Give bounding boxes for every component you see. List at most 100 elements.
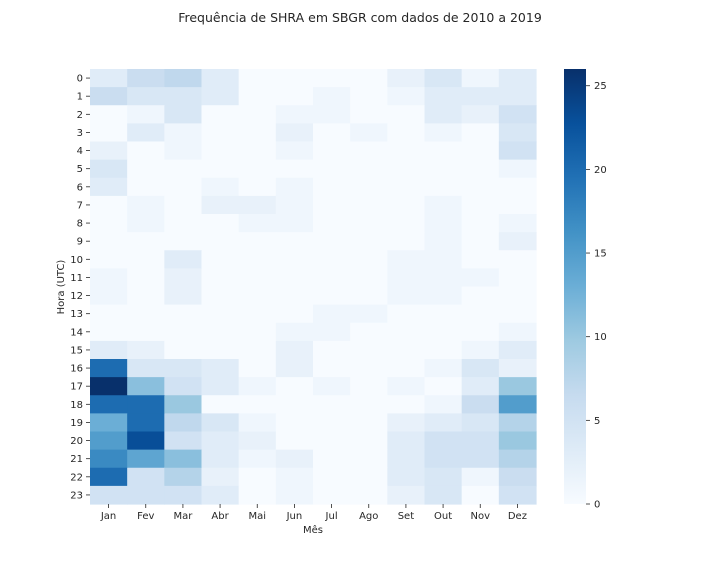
heatmap-cell (201, 69, 240, 88)
heatmap-cell (238, 286, 277, 306)
heatmap-cell (498, 87, 537, 106)
heatmap-cell (201, 485, 240, 505)
heatmap-cell (127, 340, 165, 360)
heatmap-cell (201, 250, 240, 269)
heatmap-cell (238, 69, 277, 88)
heatmap-cell (275, 195, 314, 215)
heatmap-cell (164, 286, 203, 306)
heatmap-cell (238, 87, 277, 106)
heatmap-cell (461, 159, 500, 179)
heatmap-cell (90, 286, 128, 306)
heatmap-cell (424, 322, 463, 342)
heatmap-cell (387, 431, 426, 451)
colorbar-tick-label: 15 (594, 249, 607, 260)
heatmap-cell (238, 467, 277, 487)
x-tick-label: Jun (286, 511, 303, 522)
heatmap-cell (313, 69, 351, 88)
heatmap-cell (313, 232, 351, 251)
heatmap-cell (275, 340, 314, 360)
heatmap-cell (164, 105, 203, 124)
heatmap-cell (127, 69, 165, 88)
heatmap-cell (127, 141, 165, 161)
heatmap-cell (498, 214, 537, 233)
x-tick-label: Out (434, 511, 452, 522)
heatmap-cell (387, 449, 426, 469)
heatmap-cell (127, 286, 165, 306)
heatmap-cell (387, 467, 426, 487)
heatmap-cell (424, 159, 463, 179)
y-tick-label: 21 (70, 454, 83, 465)
heatmap-cell (201, 304, 240, 324)
heatmap-cell (127, 195, 165, 215)
heatmap-cell (424, 286, 463, 306)
heatmap-cell (350, 141, 388, 161)
y-tick-label: 6 (77, 182, 83, 193)
heatmap-cell (313, 159, 351, 179)
heatmap-cell (90, 159, 128, 179)
y-tick-label: 12 (70, 291, 83, 302)
heatmap-cell (275, 467, 314, 487)
heatmap-cell (275, 286, 314, 306)
heatmap-cell (350, 485, 388, 505)
heatmap-cell (238, 340, 277, 360)
heatmap-cell (275, 413, 314, 433)
heatmap-cell (498, 322, 537, 342)
heatmap-cell (498, 413, 537, 433)
y-tick-label: 8 (77, 219, 83, 230)
heatmap-cell (313, 250, 351, 269)
heatmap-cell (350, 467, 388, 487)
x-tick-label: Nov (470, 511, 490, 522)
heatmap-cell (461, 377, 500, 396)
y-tick-label: 23 (70, 490, 83, 501)
heatmap-cell (127, 413, 165, 433)
heatmap-cell (387, 395, 426, 414)
heatmap-cell (313, 214, 351, 233)
x-tick-label: Mai (248, 511, 266, 522)
heatmap-cell (238, 485, 277, 505)
x-tick-label: Dez (508, 511, 527, 522)
heatmap-cell (201, 195, 240, 215)
heatmap-cell (424, 340, 463, 360)
heatmap-cell (387, 250, 426, 269)
heatmap-cell (201, 359, 240, 378)
heatmap-cell (350, 87, 388, 106)
chart-title: Frequência de SHRA em SBGR com dados de … (178, 10, 542, 25)
heatmap-cell (350, 359, 388, 378)
heatmap-cell (90, 141, 128, 161)
heatmap-cell (461, 467, 500, 487)
heatmap-cell (90, 322, 128, 342)
heatmap-cell (201, 395, 240, 414)
heatmap-cell (424, 105, 463, 124)
heatmap-cell (387, 322, 426, 342)
heatmap-cell (238, 377, 277, 396)
heatmap-cell (164, 449, 203, 469)
colorbar (564, 69, 586, 504)
heatmap-cell (313, 340, 351, 360)
heatmap-cell (201, 141, 240, 161)
heatmap-cell (127, 322, 165, 342)
heatmap-cell (201, 431, 240, 451)
heatmap-cell (164, 467, 203, 487)
heatmap-cell (127, 232, 165, 251)
heatmap-cell (201, 232, 240, 251)
heatmap-cell (238, 123, 277, 143)
heatmap-cell (424, 177, 463, 197)
heatmap-cell (313, 268, 351, 288)
heatmap-cell (127, 268, 165, 288)
heatmap-cell (498, 286, 537, 306)
heatmap-cell (275, 449, 314, 469)
heatmap-cell (238, 304, 277, 324)
colorbar-tick-label: 0 (594, 500, 600, 511)
heatmap-cell (424, 123, 463, 143)
heatmap-cell (461, 87, 500, 106)
heatmap-cell (90, 268, 128, 288)
heatmap-cell (461, 286, 500, 306)
heatmap-cell (387, 286, 426, 306)
y-tick-label: 16 (70, 364, 83, 375)
colorbar-ticks: 0 5 10 15 20 25 (586, 81, 607, 511)
heatmap-cell (275, 159, 314, 179)
heatmap-cell (275, 304, 314, 324)
heatmap-cell (201, 214, 240, 233)
heatmap-cell (164, 395, 203, 414)
